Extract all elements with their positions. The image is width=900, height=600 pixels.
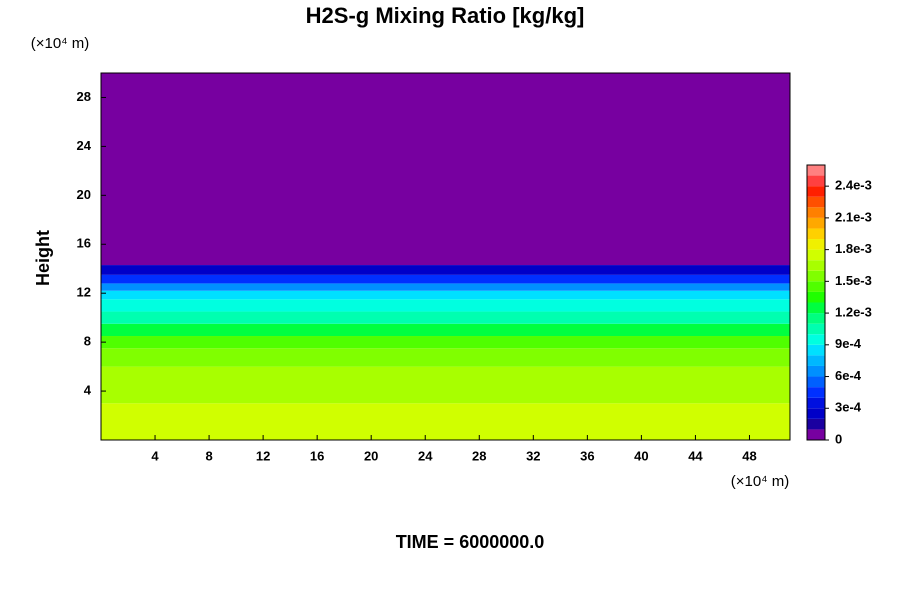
colorbar-swatch	[807, 397, 825, 409]
contour-band	[101, 348, 790, 367]
x-tick-label: 12	[256, 448, 270, 463]
colorbar-swatch	[807, 365, 825, 377]
colorbar-swatch	[807, 165, 825, 176]
x-tick-label: 44	[688, 448, 703, 463]
x-tick-label: 24	[418, 448, 433, 463]
colorbar-swatch	[807, 186, 825, 197]
contour-band	[101, 73, 790, 266]
colorbar-swatch	[807, 175, 825, 187]
y-tick-label: 12	[77, 285, 91, 300]
contour-band	[101, 323, 790, 337]
colorbar-swatch	[807, 302, 825, 314]
x-tick-label: 40	[634, 448, 648, 463]
colorbar-swatch	[807, 291, 825, 303]
colorbar-swatch	[807, 344, 825, 356]
x-tick-label: 36	[580, 448, 594, 463]
colorbar-swatch	[807, 429, 825, 440]
x-unit: (×10⁴ m)	[731, 473, 790, 490]
contour-band	[101, 366, 790, 404]
colorbar-swatch	[807, 228, 825, 240]
colorbar-swatch	[807, 217, 825, 229]
colorbar-swatch	[807, 196, 825, 208]
colorbar-tick-label: 2.4e-3	[835, 178, 872, 193]
x-tick-label: 20	[364, 448, 378, 463]
y-unit: (×10⁴ m)	[31, 35, 90, 52]
x-tick-label: 32	[526, 448, 540, 463]
y-tick-label: 4	[84, 383, 92, 398]
x-tick-label: 8	[205, 448, 212, 463]
colorbar-swatch	[807, 313, 825, 324]
x-tick-label: 4	[151, 448, 159, 463]
y-tick-label: 8	[84, 334, 91, 349]
colorbar-tick-label: 1.2e-3	[835, 305, 872, 320]
contour-band	[101, 299, 790, 312]
colorbar-swatch	[807, 249, 825, 261]
contour-band	[101, 265, 790, 275]
contour-band	[101, 403, 790, 440]
chart-title: H2S-g Mixing Ratio [kg/kg]	[306, 3, 585, 28]
colorbar-tick-label: 6e-4	[835, 368, 862, 383]
y-tick-label: 16	[77, 236, 91, 251]
colorbar-swatch	[807, 408, 825, 419]
colorbar-swatch	[807, 355, 825, 366]
contour-band	[101, 283, 790, 291]
colorbar-frame	[806, 164, 826, 441]
colorbar-tick-label: 2.1e-3	[835, 209, 872, 224]
colorbar-tick-label: 1.5e-3	[835, 273, 872, 288]
colorbar-swatch	[807, 418, 825, 430]
colorbar-swatch	[807, 239, 825, 250]
x-tick-label: 16	[310, 448, 324, 463]
x-tick-label: 28	[472, 448, 486, 463]
plot-frame	[100, 72, 791, 441]
colorbar-swatch	[807, 323, 825, 335]
contour-band	[101, 311, 790, 324]
x-tick-label: 48	[742, 448, 756, 463]
colorbar-swatch	[807, 281, 825, 292]
contour-band	[101, 290, 790, 300]
contour-band	[101, 336, 790, 349]
colorbar-swatch	[807, 260, 825, 271]
y-axis-label: Height	[33, 230, 53, 286]
y-tick-label: 20	[77, 187, 91, 202]
colorbar-swatch	[807, 334, 825, 345]
contour-band	[101, 274, 790, 284]
colorbar-swatch	[807, 207, 825, 218]
colorbar-swatch	[807, 376, 825, 388]
y-tick-label: 28	[77, 89, 91, 104]
y-tick-label: 24	[77, 138, 92, 153]
colorbar-tick-label: 9e-4	[835, 336, 862, 351]
colorbar-tick-label: 3e-4	[835, 400, 862, 415]
colorbar-swatch	[807, 387, 825, 398]
colorbar-tick-label: 1.8e-3	[835, 241, 872, 256]
time-label: TIME = 6000000.0	[396, 532, 545, 552]
colorbar-swatch	[807, 270, 825, 282]
colorbar-tick-label: 0	[835, 431, 842, 446]
